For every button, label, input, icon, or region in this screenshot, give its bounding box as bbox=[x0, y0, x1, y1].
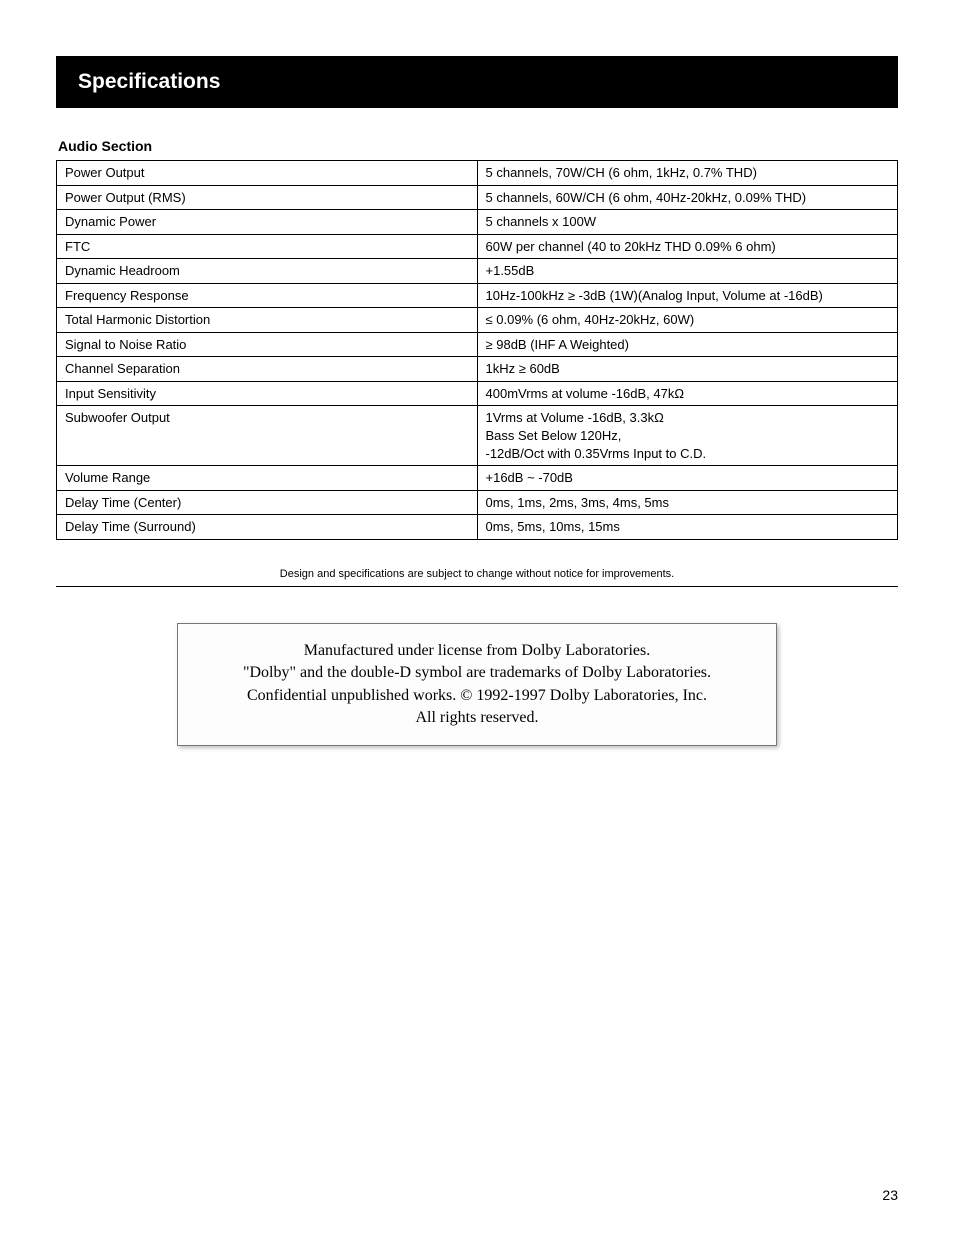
spec-label: Channel Separation bbox=[57, 357, 478, 382]
table-row: Subwoofer Output 1Vrms at Volume -16dB, … bbox=[57, 406, 898, 466]
spec-value: +1.55dB bbox=[477, 259, 898, 284]
disclaimer-text: Design and specifications are subject to… bbox=[56, 568, 898, 580]
spec-value: 0ms, 5ms, 10ms, 15ms bbox=[477, 515, 898, 540]
spec-value: ≤ 0.09% (6 ohm, 40Hz-20kHz, 60W) bbox=[477, 308, 898, 333]
spec-value: 5 channels x 100W bbox=[477, 210, 898, 235]
table-row: Power Output 5 channels, 70W/CH (6 ohm, … bbox=[57, 161, 898, 186]
spec-value: 1Vrms at Volume -16dB, 3.3kΩ Bass Set Be… bbox=[477, 406, 898, 466]
table-row: Volume Range +16dB ~ -70dB bbox=[57, 466, 898, 491]
spec-label: Input Sensitivity bbox=[57, 381, 478, 406]
dolby-line: "Dolby" and the double-D symbol are trad… bbox=[202, 662, 752, 684]
spec-label: Total Harmonic Distortion bbox=[57, 308, 478, 333]
table-row: Frequency Response 10Hz-100kHz ≥ -3dB (1… bbox=[57, 283, 898, 308]
spec-value: 5 channels, 60W/CH (6 ohm, 40Hz-20kHz, 0… bbox=[477, 185, 898, 210]
spec-label: Subwoofer Output bbox=[57, 406, 478, 466]
spec-label: Power Output bbox=[57, 161, 478, 186]
table-row: Dynamic Headroom +1.55dB bbox=[57, 259, 898, 284]
table-row: Channel Separation 1kHz ≥ 60dB bbox=[57, 357, 898, 382]
spec-label: Power Output (RMS) bbox=[57, 185, 478, 210]
spec-label: FTC bbox=[57, 234, 478, 259]
spec-table: Power Output 5 channels, 70W/CH (6 ohm, … bbox=[56, 160, 898, 540]
table-row: FTC 60W per channel (40 to 20kHz THD 0.0… bbox=[57, 234, 898, 259]
table-row: Input Sensitivity 400mVrms at volume -16… bbox=[57, 381, 898, 406]
spec-label: Delay Time (Center) bbox=[57, 490, 478, 515]
dolby-line: All rights reserved. bbox=[202, 707, 752, 729]
table-row: Delay Time (Center) 0ms, 1ms, 2ms, 3ms, … bbox=[57, 490, 898, 515]
dolby-line: Manufactured under license from Dolby La… bbox=[202, 640, 752, 662]
spec-label: Frequency Response bbox=[57, 283, 478, 308]
spec-value: 1kHz ≥ 60dB bbox=[477, 357, 898, 382]
spec-label: Volume Range bbox=[57, 466, 478, 491]
spec-label: Signal to Noise Ratio bbox=[57, 332, 478, 357]
header-bar: Specifications bbox=[56, 56, 898, 108]
spec-value: ≥ 98dB (IHF A Weighted) bbox=[477, 332, 898, 357]
section-title-audio: Audio Section bbox=[56, 138, 898, 154]
table-row: Delay Time (Surround) 0ms, 5ms, 10ms, 15… bbox=[57, 515, 898, 540]
table-row: Signal to Noise Ratio ≥ 98dB (IHF A Weig… bbox=[57, 332, 898, 357]
table-row: Dynamic Power 5 channels x 100W bbox=[57, 210, 898, 235]
spec-value: 60W per channel (40 to 20kHz THD 0.09% 6… bbox=[477, 234, 898, 259]
page-title: Specifications bbox=[78, 70, 876, 94]
divider bbox=[56, 586, 898, 587]
spec-value: +16dB ~ -70dB bbox=[477, 466, 898, 491]
spec-value: 0ms, 1ms, 2ms, 3ms, 4ms, 5ms bbox=[477, 490, 898, 515]
spec-value: 10Hz-100kHz ≥ -3dB (1W)(Analog Input, Vo… bbox=[477, 283, 898, 308]
spec-label: Dynamic Headroom bbox=[57, 259, 478, 284]
spec-value: 5 channels, 70W/CH (6 ohm, 1kHz, 0.7% TH… bbox=[477, 161, 898, 186]
page-number: 23 bbox=[882, 1187, 898, 1203]
spec-value: 400mVrms at volume -16dB, 47kΩ bbox=[477, 381, 898, 406]
table-row: Power Output (RMS) 5 channels, 60W/CH (6… bbox=[57, 185, 898, 210]
table-row: Total Harmonic Distortion ≤ 0.09% (6 ohm… bbox=[57, 308, 898, 333]
dolby-line: Confidential unpublished works. © 1992-1… bbox=[202, 685, 752, 707]
spec-label: Delay Time (Surround) bbox=[57, 515, 478, 540]
spec-label: Dynamic Power bbox=[57, 210, 478, 235]
dolby-box-wrap: Manufactured under license from Dolby La… bbox=[56, 623, 898, 747]
dolby-notice-box: Manufactured under license from Dolby La… bbox=[177, 623, 777, 747]
